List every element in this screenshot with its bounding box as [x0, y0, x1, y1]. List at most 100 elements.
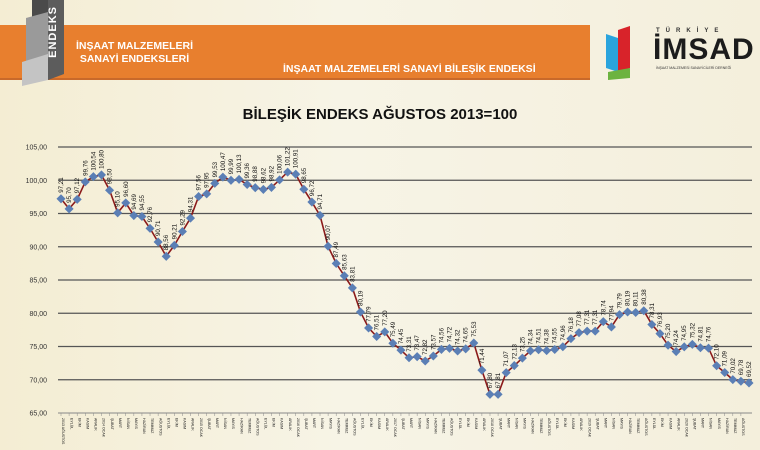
data-point-marker: [744, 378, 754, 388]
data-point-marker: [420, 356, 430, 366]
x-tick-label: NİSAN: [709, 418, 714, 429]
data-point-marker: [161, 251, 171, 261]
data-label: 98,50: [107, 168, 114, 184]
data-label: 78,31: [649, 302, 656, 318]
data-label: 74,38: [544, 329, 551, 345]
data-label: 100,47: [220, 152, 227, 171]
x-tick-label: 2014 OCAK: [102, 418, 106, 438]
data-point-marker: [258, 184, 268, 194]
data-label: 73,47: [414, 335, 421, 351]
x-tick-label: MART: [506, 418, 510, 429]
x-tick-label: HAZİRAN: [142, 418, 147, 434]
data-label: 71,07: [503, 351, 510, 367]
data-point-marker: [169, 240, 179, 250]
data-label: 74,76: [706, 326, 713, 342]
x-tick-label: KASIM: [85, 418, 89, 429]
data-label: 75,32: [689, 322, 696, 338]
data-point-marker: [550, 344, 560, 355]
x-tick-label: ARALIK: [94, 418, 98, 431]
data-label: 74,51: [536, 328, 543, 344]
x-tick-label: EYLÜL: [264, 418, 268, 429]
data-label: 67,81: [495, 372, 502, 388]
data-point-marker: [291, 169, 301, 179]
x-tick-label: NİSAN: [223, 418, 228, 429]
data-point-marker: [623, 307, 633, 317]
data-label: 87,49: [333, 241, 340, 257]
x-tick-label: AĞUSTOS: [644, 418, 649, 436]
data-label: 77,94: [608, 305, 615, 321]
data-point-marker: [299, 184, 309, 194]
x-tick-label: EKİM: [272, 418, 277, 427]
data-point-marker: [687, 339, 697, 349]
data-label: 75,53: [471, 321, 478, 337]
data-point-marker: [64, 204, 74, 214]
y-tick-label: 90,00: [29, 244, 47, 251]
data-label: 77,79: [366, 306, 373, 322]
data-label: 74,72: [447, 326, 454, 342]
data-point-marker: [145, 223, 155, 233]
data-label: 97,95: [204, 172, 211, 188]
data-point-marker: [266, 182, 276, 192]
x-tick-label: ARALIK: [385, 418, 389, 431]
x-tick-label: TEMMUZ: [150, 418, 154, 434]
data-label: 72,82: [422, 339, 429, 355]
brand-title-line2: SANAYİ ENDEKSLERİ: [79, 53, 190, 65]
y-tick-label: 105,00: [26, 145, 48, 152]
data-label: 98,62: [260, 167, 267, 183]
x-tick-label: ARALIK: [676, 418, 680, 431]
data-label: 74,32: [455, 329, 462, 345]
x-tick-label: ŞUBAT: [304, 418, 308, 431]
data-point-marker: [355, 307, 366, 317]
x-tick-label: NİSAN: [514, 418, 519, 429]
data-point-marker: [307, 197, 317, 207]
data-point-marker: [283, 167, 293, 177]
brand-title-line1: İNŞAAT MALZEMELERİ: [75, 40, 194, 52]
x-tick-label: NİSAN: [417, 418, 422, 429]
data-label: 94,69: [131, 194, 138, 210]
series-markers: [56, 167, 754, 399]
data-label: 71,09: [722, 350, 729, 366]
data-point-marker: [96, 170, 106, 180]
series-line: [60, 171, 750, 396]
data-label: 100,80: [98, 149, 105, 168]
endeks-logo-icon: [22, 0, 64, 86]
x-tick-label: 2020 OCAK: [684, 418, 688, 438]
x-tick-label: TEMMUZ: [539, 418, 543, 434]
data-point-marker: [250, 183, 260, 193]
x-tick-label: NİSAN: [320, 418, 325, 429]
data-point-marker: [412, 352, 422, 362]
header-banner: [0, 25, 590, 78]
data-label: 74,55: [552, 327, 559, 343]
x-tick-label: TEMMUZ: [442, 418, 446, 434]
data-label: 97,21: [58, 177, 65, 193]
x-tick-label: MAYIS: [717, 418, 721, 430]
x-tick-label: KASIM: [183, 418, 187, 429]
x-tick-label: ARALIK: [288, 418, 292, 431]
x-tick-label: EKİM: [77, 418, 82, 427]
data-label: 99,53: [212, 161, 219, 177]
data-label: 80,19: [357, 290, 364, 306]
banner-title: İNŞAAT MALZEMELERİ SANAYİ BİLEŞİK ENDEKS…: [283, 63, 536, 75]
data-label: 74,81: [697, 326, 704, 342]
x-tick-label: EYLÜL: [555, 418, 559, 429]
data-point-marker: [517, 353, 527, 363]
x-tick-label: 2019 OCAK: [587, 418, 591, 438]
data-point-marker: [525, 346, 535, 356]
data-label: 95,70: [66, 187, 73, 203]
x-tick-label: ŞUBAT: [110, 418, 114, 431]
x-tick-label: EYLÜL: [69, 418, 73, 429]
data-label: 74,24: [673, 330, 680, 346]
data-label: 100,06: [277, 154, 284, 173]
data-label: 72,10: [714, 344, 721, 360]
x-tick-label: ŞUBAT: [401, 418, 405, 431]
x-tick-label: ŞUBAT: [498, 418, 502, 431]
imsad-logo-name: İMSAD: [653, 33, 755, 66]
x-tick-label: ŞUBAT: [207, 418, 211, 431]
data-label: 96,72: [309, 180, 316, 196]
x-tick-label: 2013 AĞUSTOS: [61, 418, 66, 445]
data-label: 74,96: [560, 325, 567, 341]
data-label: 85,63: [341, 254, 348, 270]
data-label: 74,45: [398, 328, 405, 344]
x-tick-label: MART: [215, 418, 219, 429]
